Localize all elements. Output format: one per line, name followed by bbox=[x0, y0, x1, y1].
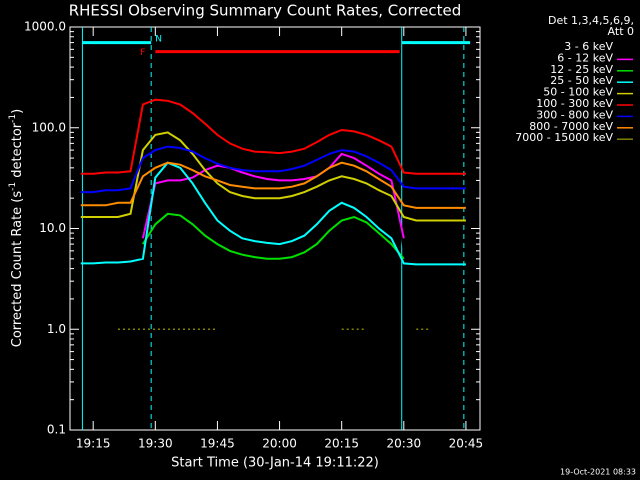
legend-label: 800 - 7000 keV bbox=[529, 120, 613, 133]
y-axis-label: Corrected Count Rate (s-1 detector-1) bbox=[8, 109, 25, 347]
y-tick-label: 100.0 bbox=[32, 120, 66, 134]
x-tick-label: 20:45 bbox=[449, 437, 484, 451]
y-axis-label-part: -1 bbox=[8, 114, 18, 123]
legend-label: 6 - 12 keV bbox=[557, 51, 613, 64]
x-tick-label: 19:45 bbox=[200, 437, 235, 451]
series-line bbox=[141, 152, 405, 239]
x-tick-label: 20:30 bbox=[387, 437, 422, 451]
y-axis-label-part: -1 bbox=[8, 182, 18, 191]
series-line bbox=[142, 212, 405, 260]
y-tick-label: 10.0 bbox=[39, 221, 66, 235]
x-tick-label: 20:15 bbox=[324, 437, 359, 451]
x-axis-label: Start Time (30-Jan-14 19:11:22) bbox=[171, 456, 379, 471]
legend-title: Det 1,3,4,5,6,9, bbox=[548, 14, 634, 27]
y-axis-label-part: ) bbox=[10, 109, 25, 114]
flag-label: N bbox=[155, 35, 162, 45]
footer: 19-Oct-2021 08:33 bbox=[560, 468, 636, 477]
flag-label: F bbox=[140, 48, 145, 58]
series-line bbox=[80, 145, 466, 194]
legend-label: 25 - 50 keV bbox=[550, 74, 613, 87]
series-line bbox=[80, 161, 466, 266]
chart-title: RHESSI Observing Summary Count Rates, Co… bbox=[69, 2, 462, 20]
y-tick-label: 1000.0 bbox=[24, 20, 66, 34]
x-tick-label: 20:00 bbox=[262, 437, 297, 451]
series-line bbox=[80, 131, 466, 222]
legend-label: 12 - 25 keV bbox=[550, 63, 613, 76]
legend-label: 3 - 6 keV bbox=[564, 40, 613, 53]
y-axis-label-part: Corrected Count Rate (s bbox=[10, 191, 25, 348]
legend-label: 50 - 100 keV bbox=[543, 86, 613, 99]
y-axis-label-part: detector bbox=[10, 122, 25, 182]
legend-label: 300 - 800 keV bbox=[536, 108, 613, 121]
x-tick-label: 19:15 bbox=[76, 437, 111, 451]
x-tick-label: 19:30 bbox=[138, 437, 173, 451]
series-line bbox=[80, 161, 466, 209]
plot-frame bbox=[69, 26, 481, 431]
y-tick-label: 0.1 bbox=[47, 423, 66, 437]
legend-label: 7000 - 15000 keV bbox=[515, 131, 613, 144]
legend-title: Att 0 bbox=[608, 25, 634, 38]
series-line bbox=[80, 98, 466, 175]
legend-label: 100 - 300 keV bbox=[536, 97, 613, 110]
y-tick-label: 1.0 bbox=[47, 322, 66, 336]
